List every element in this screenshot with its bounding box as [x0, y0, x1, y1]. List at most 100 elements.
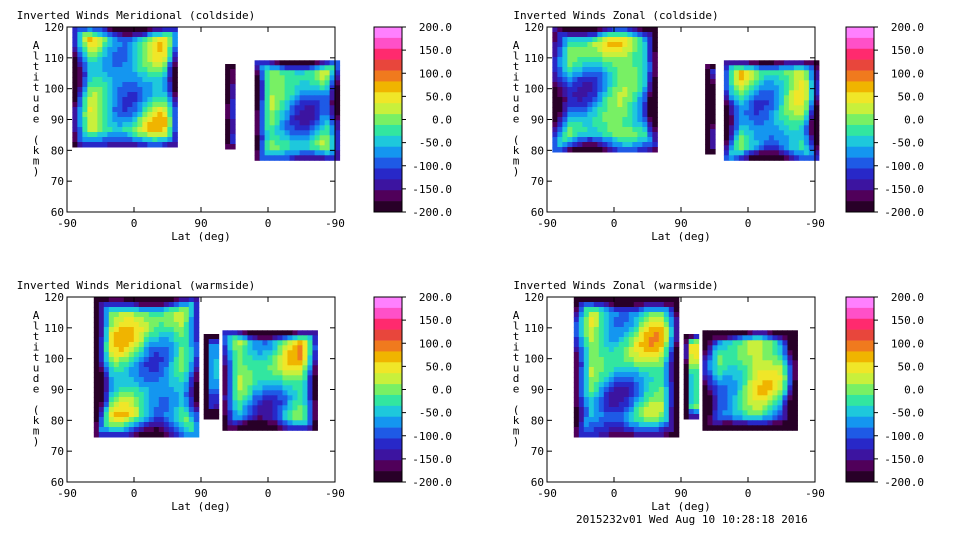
field-cell [748, 150, 755, 156]
field-cell [82, 72, 88, 78]
field-cell [588, 402, 595, 408]
field-cell [133, 347, 140, 353]
field-cell [808, 130, 815, 136]
field-cell [737, 400, 743, 406]
field-cell [638, 302, 645, 308]
field-cell [153, 387, 160, 393]
field-cell [798, 150, 805, 156]
field-cell [578, 317, 585, 323]
field-cell [733, 60, 740, 66]
field-cell [287, 370, 293, 376]
field-cell [578, 352, 585, 358]
field-cell [247, 415, 253, 421]
field-cell [103, 397, 110, 403]
field-cell [608, 377, 615, 383]
field-cell [758, 85, 765, 91]
field-cell [167, 62, 173, 68]
field-cell [287, 345, 293, 351]
field-cell [752, 340, 758, 346]
field-cell [773, 95, 780, 101]
field-cell [567, 87, 573, 93]
field-cell [172, 67, 178, 73]
field-cell [232, 405, 238, 411]
field-cell [77, 57, 83, 63]
field-cell [603, 362, 610, 368]
field-cell [638, 317, 645, 323]
field-cell [787, 350, 793, 356]
field-cell [608, 422, 615, 428]
field-cell [173, 392, 180, 398]
field-cell [289, 150, 296, 156]
field-cell [118, 432, 125, 438]
field-cell [257, 350, 263, 356]
field-cell [648, 377, 655, 383]
field-cell [663, 377, 670, 383]
field-cell [254, 140, 261, 146]
field-cell [707, 330, 713, 336]
field-cell [117, 142, 123, 148]
field-cell [557, 97, 563, 103]
field-cell [673, 302, 680, 308]
field-cell [768, 75, 775, 81]
field-cell [87, 52, 93, 58]
field-cell [297, 380, 303, 386]
field-cell [728, 115, 735, 121]
field-cell [688, 339, 695, 345]
field-cell [299, 135, 306, 141]
field-cell [627, 27, 633, 33]
field-cell [142, 87, 148, 93]
field-cell [324, 95, 331, 101]
field-cell [788, 85, 795, 91]
field-cell [118, 397, 125, 403]
field-cell [583, 367, 590, 373]
field-cell [748, 125, 755, 131]
field-cell [573, 392, 580, 398]
field-cell [230, 119, 236, 125]
field-cell [193, 382, 200, 388]
colorbar-swatch [374, 460, 402, 472]
field-cell [768, 95, 775, 101]
field-cell [752, 375, 758, 381]
field-cell [742, 415, 748, 421]
field-cell [87, 27, 93, 33]
field-cell [148, 322, 155, 328]
field-cell [254, 115, 261, 121]
field-cell [294, 115, 301, 121]
field-cell [294, 105, 301, 111]
field-cell [158, 427, 165, 433]
field-cell [637, 142, 643, 148]
field-cell [98, 332, 105, 338]
field-cell [97, 102, 103, 108]
field-cell [103, 327, 110, 333]
field-cell [668, 342, 675, 348]
colorbar-label: 200.0 [419, 291, 452, 304]
field-cell [668, 387, 675, 393]
field-cell [329, 155, 336, 161]
field-cell [732, 345, 738, 351]
field-cell [578, 402, 585, 408]
field-cell [92, 122, 98, 128]
field-cell [618, 352, 625, 358]
field-cell [257, 335, 263, 341]
colorbar-swatch [374, 114, 402, 126]
field-cell [93, 312, 100, 318]
field-cell [173, 332, 180, 338]
field-cell [193, 387, 200, 393]
field-cell [618, 322, 625, 328]
field-cell [132, 57, 138, 63]
field-cell [299, 125, 306, 131]
field-cell [628, 332, 635, 338]
field-cell [628, 407, 635, 413]
field-cell [267, 420, 273, 426]
field-cell [710, 104, 716, 110]
field-cell [292, 415, 298, 421]
field-cell [77, 137, 83, 143]
field-cell [658, 332, 665, 338]
field-cell [622, 77, 628, 83]
field-cell [112, 72, 118, 78]
colorbar-label: -100.0 [884, 430, 924, 443]
field-cell [122, 52, 128, 58]
field-cell [269, 150, 276, 156]
field-cell [617, 87, 623, 93]
field-cell [572, 47, 578, 53]
